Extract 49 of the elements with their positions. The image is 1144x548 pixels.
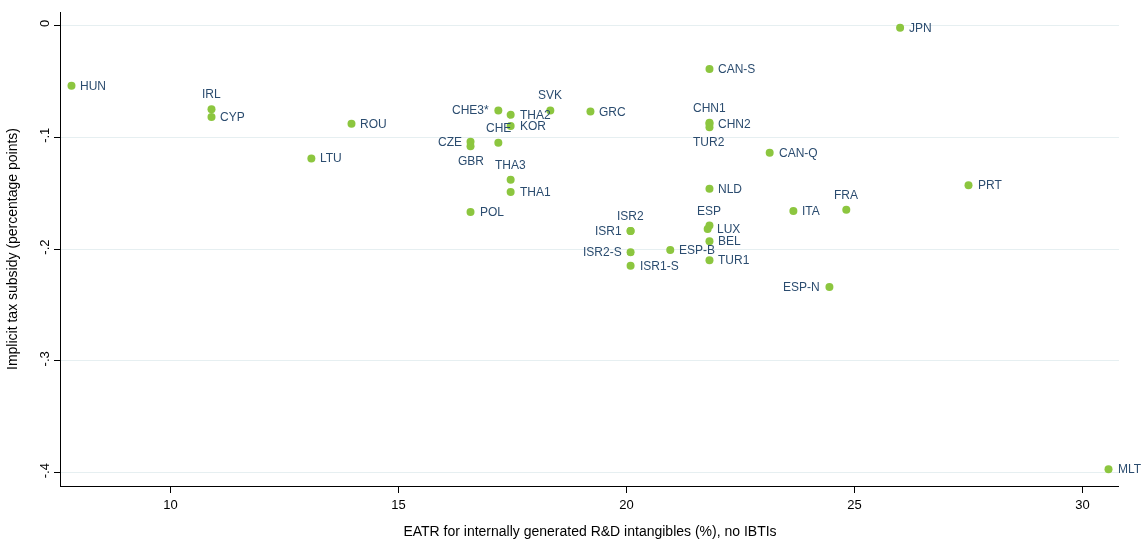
annotation: BEL bbox=[718, 234, 742, 248]
x-tick-label: 25 bbox=[847, 496, 862, 512]
annotation: ESP bbox=[697, 204, 722, 218]
annotation: ISR1 bbox=[595, 224, 622, 238]
annotation: THA2 bbox=[520, 108, 551, 122]
annotation: ESP-B bbox=[679, 243, 716, 257]
annotation: TUR1 bbox=[718, 253, 750, 267]
annotation: JPN bbox=[909, 21, 932, 35]
y-axis-title: Implicit tax subsidy (percentage points) bbox=[4, 128, 21, 370]
annotation: POL bbox=[480, 205, 505, 219]
annotation: IRL bbox=[202, 87, 221, 101]
annotation: CYP bbox=[220, 110, 245, 124]
x-tick-label: 15 bbox=[391, 496, 406, 512]
x-tick-label: 10 bbox=[163, 496, 178, 512]
annotation: HUN bbox=[80, 79, 106, 93]
annotation: CAN-S bbox=[718, 62, 756, 76]
annotation: CHN2 bbox=[718, 117, 751, 131]
y-tick-label: -.1 bbox=[36, 127, 52, 143]
x-tick-label: 20 bbox=[619, 496, 634, 512]
y-tick-label: -.3 bbox=[36, 351, 52, 367]
annotation: CHE3* bbox=[452, 103, 490, 117]
annotation: ESP-N bbox=[783, 280, 820, 294]
annotation: ISR2-S bbox=[583, 245, 622, 259]
annotation: ISR1-S bbox=[640, 259, 679, 273]
annotation: CAN-Q bbox=[779, 146, 818, 160]
annotation: CHE bbox=[486, 121, 512, 135]
annotation: THA3 bbox=[495, 158, 526, 172]
annotation: PRT bbox=[978, 178, 1003, 192]
annotation: LTU bbox=[320, 151, 342, 165]
y-tick-label: 0 bbox=[36, 19, 52, 28]
annotation: FRA bbox=[834, 188, 858, 202]
annotation: ROU bbox=[360, 117, 387, 131]
y-tick-label: -.2 bbox=[36, 239, 52, 255]
annotation: MLT bbox=[1118, 462, 1142, 476]
x-axis-title: EATR for internally generated R&D intangibles (%), no IBTIs bbox=[403, 522, 777, 539]
annotation: ISR2 bbox=[617, 209, 644, 223]
annotation: THA1 bbox=[520, 185, 551, 199]
annotation: GRC bbox=[599, 105, 626, 119]
x-tick-label: 30 bbox=[1075, 496, 1090, 512]
annotation: CHN1 bbox=[693, 101, 726, 115]
annotation: LUX bbox=[717, 222, 741, 236]
annotation: NLD bbox=[718, 182, 743, 196]
annotation: CZE bbox=[438, 135, 462, 149]
annotation: TUR2 bbox=[693, 135, 725, 149]
y-tick-label: -.4 bbox=[36, 463, 52, 479]
annotation: ITA bbox=[802, 204, 820, 218]
annotation: SVK bbox=[538, 88, 563, 102]
annotation: GBR bbox=[458, 154, 485, 168]
annotation: KOR bbox=[520, 119, 547, 133]
